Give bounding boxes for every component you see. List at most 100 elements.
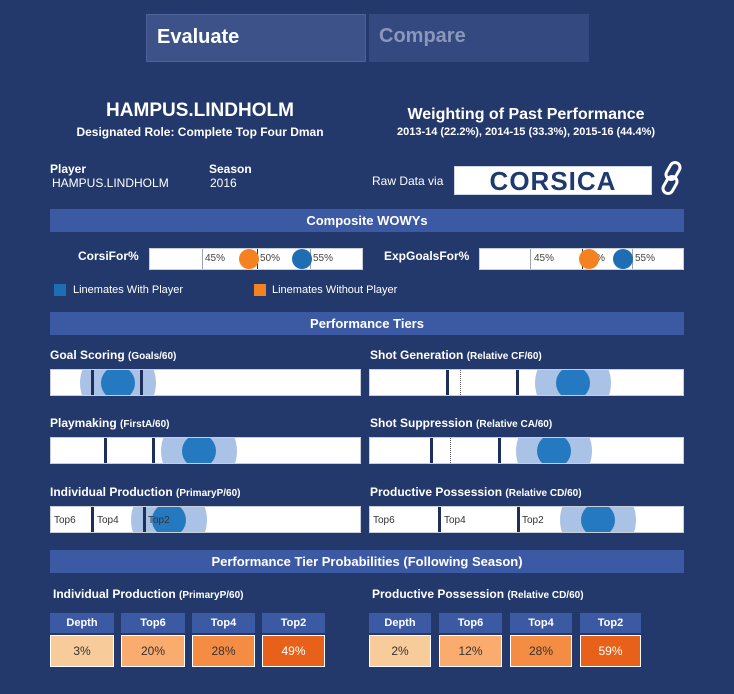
shot-suppression-label: Shot Suppression (Relative CA/60) bbox=[370, 416, 552, 430]
goal-scoring-label: Goal Scoring (Goals/60) bbox=[50, 348, 176, 362]
shot-suppression-unit: (Relative CA/60) bbox=[476, 419, 553, 430]
prob-pp-header-top2: Top2 bbox=[580, 613, 641, 633]
tier-label-top4: Top4 bbox=[97, 515, 119, 526]
tier-threshold bbox=[143, 507, 146, 532]
prob-individual-production-label: Individual Production (PrimaryP/60) bbox=[53, 587, 244, 601]
playmaking-estimate bbox=[182, 438, 216, 463]
tier-threshold bbox=[430, 438, 433, 463]
legend-without-player-label: Linemates Without Player bbox=[272, 284, 398, 296]
tier-label-top2: Top2 bbox=[522, 515, 544, 526]
prob-pp-value-top2: 59% bbox=[580, 635, 641, 667]
raw-data-label: Raw Data via bbox=[372, 174, 444, 188]
shot-suppression-estimate bbox=[537, 438, 571, 463]
league-average-line bbox=[460, 370, 461, 395]
legend-with-player-swatch bbox=[54, 284, 66, 296]
corsi-for-label: CorsiFor% bbox=[78, 249, 139, 263]
prob-productive-possession-unit: (Relative CD/60) bbox=[507, 590, 584, 601]
prob-individual-production-unit: (PrimaryP/60) bbox=[179, 590, 244, 601]
prob-ip-header-top4: Top4 bbox=[192, 613, 255, 633]
corsica-logo[interactable]: CORSICA bbox=[454, 166, 652, 195]
individual-production-title: Individual Production bbox=[50, 485, 173, 499]
productive-possession-label: Productive Possession (Relative CD/60) bbox=[370, 485, 582, 499]
shot-generation-label: Shot Generation (Relative CF/60) bbox=[370, 348, 542, 362]
shot-generation-estimate bbox=[556, 370, 590, 395]
shot-suppression-bar bbox=[369, 437, 684, 464]
goal-scoring-title: Goal Scoring bbox=[50, 348, 125, 362]
tier-threshold bbox=[152, 438, 155, 463]
xg-for-bar: 45% 50% 55% bbox=[479, 248, 684, 270]
season-value: 2016 bbox=[210, 176, 237, 190]
player-label: Player bbox=[50, 162, 87, 176]
tab-compare[interactable]: Compare bbox=[369, 14, 589, 62]
legend-without-player-swatch bbox=[254, 284, 266, 296]
corsi-without-player-dot bbox=[239, 249, 259, 269]
goal-scoring-bar bbox=[50, 369, 361, 396]
tier-threshold bbox=[498, 438, 501, 463]
tick-45 bbox=[202, 249, 203, 269]
tier-threshold bbox=[517, 507, 520, 532]
chain-link-icon[interactable] bbox=[659, 160, 685, 196]
shot-generation-title: Shot Generation bbox=[370, 348, 464, 362]
productive-possession-unit: (Relative CD/60) bbox=[505, 488, 582, 499]
prob-productive-possession-label: Productive Possession (Relative CD/60) bbox=[372, 587, 584, 601]
xg-with-player-dot bbox=[613, 249, 633, 269]
individual-production-estimate bbox=[152, 507, 186, 532]
prob-pp-header-top6: Top6 bbox=[439, 613, 502, 633]
legend-with-player-label: Linemates With Player bbox=[73, 284, 184, 296]
corsi-with-player-dot bbox=[292, 249, 312, 269]
tick-label-50: 50% bbox=[260, 253, 281, 264]
playmaking-bar bbox=[50, 437, 361, 464]
tick-label-55: 55% bbox=[635, 253, 656, 264]
shot-generation-unit: (Relative CF/60) bbox=[466, 351, 542, 362]
designated-role: Designated Role: Complete Top Four Dman bbox=[76, 125, 324, 139]
prob-pp-header-top4: Top4 bbox=[510, 613, 572, 633]
corsi-for-bar: 45% 50% 55% bbox=[149, 248, 363, 270]
tier-threshold bbox=[438, 507, 441, 532]
individual-production-bar: Top6 Top4 Top2 bbox=[50, 506, 361, 533]
prob-pp-header-depth: Depth bbox=[369, 613, 431, 633]
goal-scoring-estimate bbox=[101, 370, 135, 395]
performance-tiers-header: Performance Tiers bbox=[50, 312, 684, 335]
prob-pp-value-top6: 12% bbox=[439, 635, 502, 667]
tier-probabilities-header: Performance Tier Probabilities (Followin… bbox=[50, 550, 684, 573]
tier-threshold bbox=[104, 438, 107, 463]
playmaking-title: Playmaking bbox=[50, 416, 117, 430]
prob-ip-value-top6: 20% bbox=[121, 635, 185, 667]
productive-possession-estimate bbox=[581, 507, 615, 532]
prob-individual-production-title: Individual Production bbox=[53, 587, 176, 601]
playmaking-unit: (FirstA/60) bbox=[120, 419, 170, 430]
tick-label-45: 45% bbox=[534, 253, 555, 264]
weighting-subtitle: 2013-14 (22.2%), 2014-15 (33.3%), 2015-1… bbox=[396, 126, 656, 138]
tick-label-55: 55% bbox=[313, 253, 334, 264]
tier-threshold bbox=[140, 370, 143, 395]
prob-pp-value-top4: 28% bbox=[510, 635, 572, 667]
prob-pp-value-depth: 2% bbox=[369, 635, 431, 667]
weighting-title: Weighting of Past Performance bbox=[407, 106, 645, 123]
tier-threshold bbox=[516, 370, 519, 395]
tab-evaluate[interactable]: Evaluate bbox=[146, 14, 366, 62]
tier-label-top6: Top6 bbox=[373, 515, 395, 526]
player-value: HAMPUS.LINDHOLM bbox=[52, 176, 169, 190]
tier-label-top2: Top2 bbox=[148, 515, 170, 526]
individual-production-label: Individual Production (PrimaryP/60) bbox=[50, 485, 241, 499]
prob-ip-header-top2: Top2 bbox=[262, 613, 325, 633]
shot-suppression-title: Shot Suppression bbox=[370, 416, 473, 430]
shot-generation-bar bbox=[369, 369, 684, 396]
prob-productive-possession-title: Productive Possession bbox=[372, 587, 505, 601]
tier-threshold bbox=[91, 370, 94, 395]
tick-45 bbox=[530, 249, 531, 269]
productive-possession-title: Productive Possession bbox=[370, 485, 503, 499]
xg-for-label: ExpGoalsFor% bbox=[384, 249, 470, 263]
prob-ip-value-top2: 49% bbox=[262, 635, 325, 667]
player-name-title: HAMPUS.LINDHOLM bbox=[106, 100, 294, 121]
league-average-line bbox=[450, 438, 451, 463]
composite-wowys-header: Composite WOWYs bbox=[50, 209, 684, 232]
corsica-logo-text: CORSICA bbox=[489, 166, 617, 196]
tier-label-top6: Top6 bbox=[54, 515, 76, 526]
playmaking-label: Playmaking (FirstA/60) bbox=[50, 416, 170, 430]
xg-without-player-dot bbox=[579, 249, 599, 269]
individual-production-unit: (PrimaryP/60) bbox=[176, 488, 241, 499]
tier-label-top4: Top4 bbox=[444, 515, 466, 526]
tick-label-45: 45% bbox=[205, 253, 226, 264]
prob-ip-header-depth: Depth bbox=[50, 613, 114, 633]
